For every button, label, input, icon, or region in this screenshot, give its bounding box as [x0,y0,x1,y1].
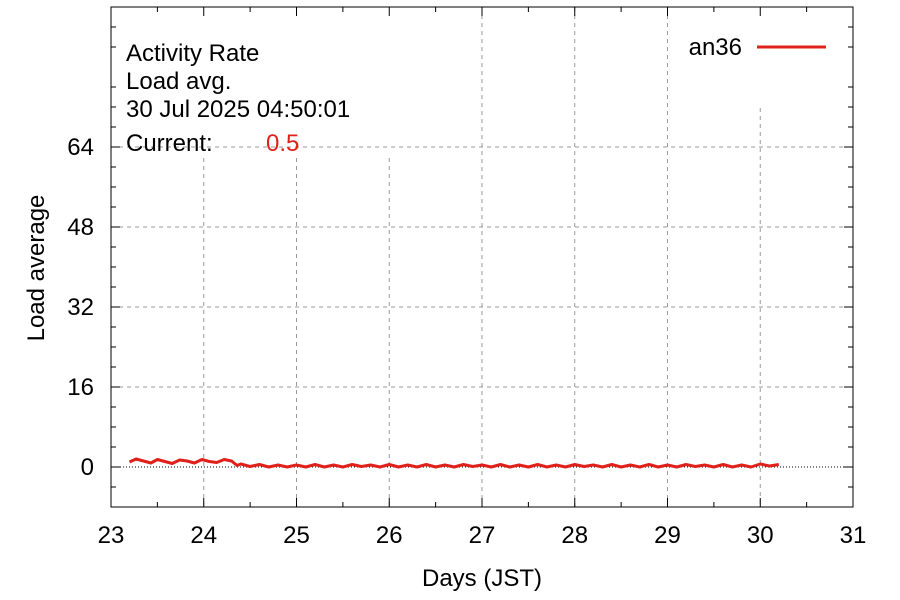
current-value: 0.5 [266,130,299,157]
x-tick-labels: 23 24 25 26 27 28 29 30 31 [98,522,867,549]
y-tick-label: 32 [67,294,94,321]
legend-label-an36: an36 [689,34,742,61]
series-layer [128,457,780,469]
y-tick-label: 0 [81,454,94,481]
legend: an36 [689,34,826,61]
x-tick-label: 28 [561,522,588,549]
y-axis-label: Load average [23,195,50,342]
x-axis-label: Days (JST) [422,565,542,592]
y-tick-label: 64 [67,134,94,161]
x-tick-label: 30 [747,522,774,549]
info-title: Activity Rate [126,40,259,67]
current-label: Current: [126,130,213,157]
y-tick-label: 16 [67,374,94,401]
series-line-an36 [128,457,780,469]
x-tick-label: 24 [190,522,217,549]
grid-lines [111,7,853,507]
y-tick-label: 48 [67,214,94,241]
x-tick-label: 27 [469,522,496,549]
info-subtitle: Load avg. [126,68,231,95]
x-tick-label: 23 [98,522,125,549]
x-tick-label: 25 [283,522,310,549]
x-tick-label: 31 [840,522,867,549]
info-timestamp: 30 Jul 2025 04:50:01 [126,96,350,123]
y-tick-labels: 0 16 32 48 64 [67,134,94,481]
tick-marks [110,7,854,507]
x-tick-label: 26 [376,522,403,549]
info-box: Activity Rate Load avg. 30 Jul 2025 04:5… [126,40,350,157]
x-tick-label: 29 [654,522,681,549]
